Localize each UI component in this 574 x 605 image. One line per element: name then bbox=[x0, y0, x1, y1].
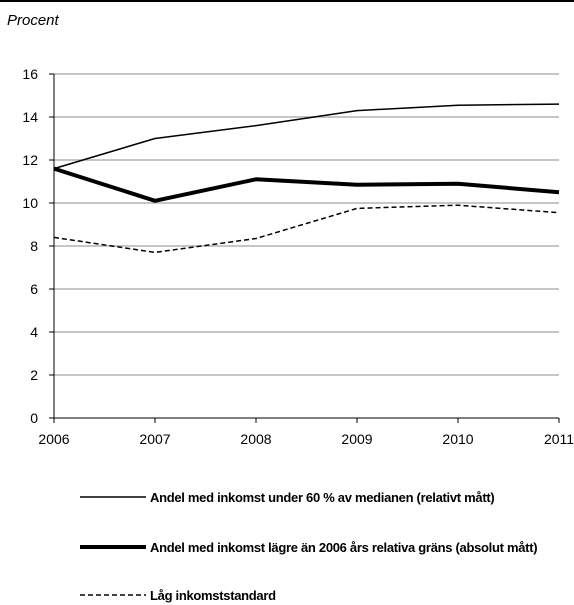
legend-item-low-income: Låg inkomststandard bbox=[80, 585, 276, 605]
series-line-thick-solid bbox=[53, 166, 560, 203]
axes bbox=[49, 73, 560, 423]
legend-swatch-thick-solid bbox=[80, 545, 146, 549]
y-unit-label: Procent bbox=[7, 12, 59, 29]
line-chart: 0 2 4 6 8 10 12 14 16 2006 2007 2008 2009 2010 2011 bbox=[22, 66, 574, 447]
y-tick-label: 6 bbox=[30, 281, 38, 297]
legend-swatch-dashed bbox=[80, 594, 146, 596]
y-tick-label: 10 bbox=[22, 195, 38, 211]
y-tick-label: 14 bbox=[22, 109, 38, 125]
tick-labels: 0 2 4 6 8 10 12 14 16 2006 2007 2008 2009 2010 2011 bbox=[22, 66, 574, 447]
top-rule bbox=[0, 0, 574, 2]
y-tick-label: 0 bbox=[30, 410, 38, 426]
y-tick-label: 2 bbox=[30, 367, 38, 383]
x-tick-label: 2006 bbox=[38, 431, 69, 447]
legend-swatch-thin-solid bbox=[80, 496, 146, 498]
legend-label: Låg inkomststandard bbox=[150, 587, 276, 603]
legend-label: Andel med inkomst lägre än 2006 års rela… bbox=[150, 539, 538, 555]
series-lines bbox=[53, 103, 560, 254]
x-tick-label: 2011 bbox=[544, 431, 574, 447]
legend-label: Andel med inkomst under 60 % av medianen… bbox=[150, 489, 495, 505]
series-line-thin-solid bbox=[53, 103, 560, 170]
legend-item-absolute: Andel med inkomst lägre än 2006 års rela… bbox=[80, 537, 538, 557]
x-tick-label: 2008 bbox=[240, 431, 271, 447]
x-tick-label: 2010 bbox=[442, 431, 473, 447]
grid-lines bbox=[54, 73, 559, 376]
y-tick-label: 4 bbox=[30, 324, 38, 340]
x-tick-label: 2009 bbox=[341, 431, 372, 447]
legend-item-relative: Andel med inkomst under 60 % av medianen… bbox=[80, 487, 495, 507]
y-tick-label: 8 bbox=[30, 238, 38, 254]
x-tick-label: 2007 bbox=[139, 431, 170, 447]
series-line-dashed bbox=[53, 204, 560, 254]
y-tick-label: 16 bbox=[22, 66, 38, 82]
y-tick-label: 12 bbox=[22, 152, 38, 168]
